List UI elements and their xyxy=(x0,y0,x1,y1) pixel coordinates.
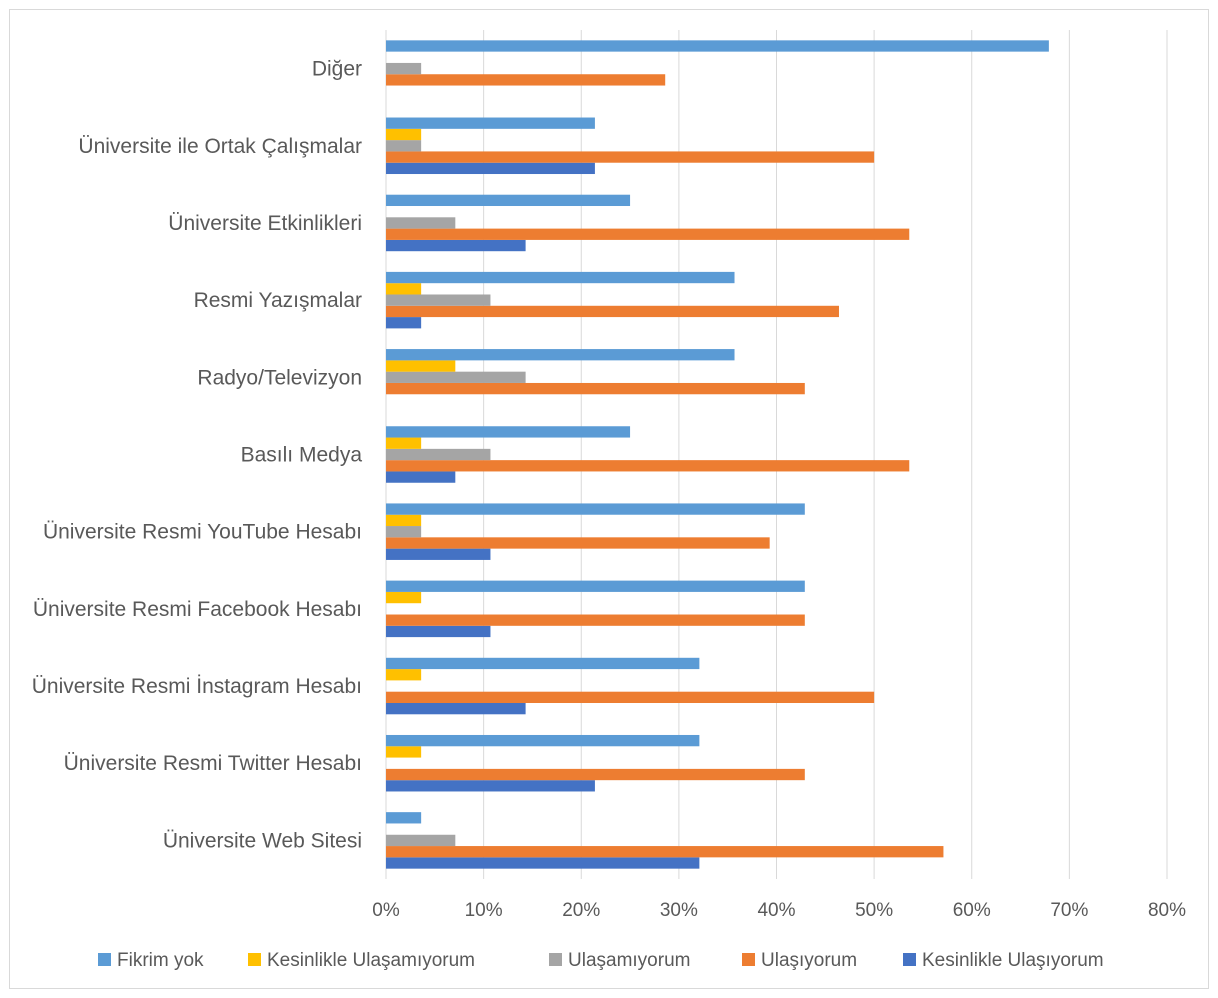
bar xyxy=(386,746,422,758)
legend-swatch xyxy=(742,953,755,966)
legend-item: Fikrim yok xyxy=(98,950,204,971)
legend-label: Fikrim yok xyxy=(117,950,204,971)
bar xyxy=(386,162,595,175)
bar xyxy=(386,471,456,483)
chart-container: Üniversite Web Sitesi Üniversite Resmi Tw… xyxy=(9,9,1209,989)
bar xyxy=(386,217,456,229)
bar xyxy=(386,382,805,395)
x-tick-label: 50% xyxy=(855,900,893,921)
category-label: Üniversite Resmi İnstagram Hesabı xyxy=(32,675,362,698)
bar xyxy=(386,812,422,824)
bars xyxy=(386,40,1049,869)
category-label: Üniversite Resmi Facebook Hesabı xyxy=(33,598,362,621)
bar xyxy=(386,548,491,560)
category-label: Üniversite Resmi YouTube Hesabı xyxy=(43,521,362,544)
bar xyxy=(386,514,422,527)
category-label: Üniversite ile Ortak Çalışmalar xyxy=(78,135,362,158)
bar xyxy=(386,580,805,592)
x-tick-label: 40% xyxy=(757,900,795,921)
category-label: Radyo/Televizyon xyxy=(197,366,362,389)
bar xyxy=(386,448,491,461)
bar xyxy=(386,283,422,295)
bar xyxy=(386,128,422,141)
x-tick-label: 0% xyxy=(372,900,400,921)
bar xyxy=(386,317,422,329)
bar xyxy=(386,702,526,715)
bar xyxy=(386,62,422,75)
bar xyxy=(386,591,422,604)
legend: Fikrim yok Kesinlikle Ulaşamıyorum Ulaşamı… xyxy=(98,950,1104,971)
x-tick-label: 10% xyxy=(465,900,503,921)
legend-swatch xyxy=(903,953,916,966)
bar xyxy=(386,294,491,306)
bar-chart: Üniversite Web Sitesi Üniversite Resmi Tw… xyxy=(32,30,1186,971)
bar xyxy=(386,537,770,549)
category-label: Diğer xyxy=(312,58,362,81)
bar xyxy=(386,305,839,318)
bar xyxy=(386,657,700,670)
legend-swatch xyxy=(98,953,111,966)
bar xyxy=(386,151,875,163)
bar xyxy=(386,349,735,361)
bar xyxy=(386,437,422,449)
legend-item: Ulaşıyorum xyxy=(742,950,857,971)
bar xyxy=(386,526,422,538)
x-tick-label: 20% xyxy=(562,900,600,921)
bar xyxy=(386,239,526,252)
bar xyxy=(386,426,631,438)
x-tick-label: 70% xyxy=(1050,900,1088,921)
bar xyxy=(386,625,491,638)
bar xyxy=(386,857,700,869)
legend-item: Ulaşamıyorum xyxy=(549,950,690,971)
bar xyxy=(386,117,595,129)
bar xyxy=(386,503,805,515)
x-tick-label: 80% xyxy=(1148,900,1186,921)
category-label: Üniversite Web Sitesi xyxy=(163,829,362,852)
x-tick-label: 60% xyxy=(953,900,991,921)
category-label: Basılı Medya xyxy=(241,444,363,467)
bar xyxy=(386,40,1049,52)
bar xyxy=(386,834,456,847)
x-tick-label: 30% xyxy=(660,900,698,921)
bar xyxy=(386,614,805,626)
legend-item: Kesinlikle Ulaşamıyorum xyxy=(248,950,475,971)
bar xyxy=(386,228,910,240)
category-labels: Üniversite Web Sitesi Üniversite Resmi Tw… xyxy=(32,58,363,853)
bar xyxy=(386,846,944,858)
bar xyxy=(386,669,422,681)
bar xyxy=(386,371,526,383)
bar xyxy=(386,780,595,792)
category-label: Resmi Yazışmalar xyxy=(194,289,362,312)
category-label: Üniversite Etkinlikleri xyxy=(168,212,362,235)
bar xyxy=(386,460,910,472)
bar xyxy=(386,194,631,207)
bar xyxy=(386,74,666,86)
bar xyxy=(386,768,805,781)
bar xyxy=(386,734,700,747)
legend-label: Ulaşamıyorum xyxy=(568,950,690,971)
category-label: Üniversite Resmi Twitter Hesabı xyxy=(64,752,362,775)
bar xyxy=(386,271,735,284)
legend-label: Kesinlikle Ulaşıyorum xyxy=(922,950,1104,971)
legend-label: Ulaşıyorum xyxy=(761,950,857,971)
bar xyxy=(386,691,875,703)
legend-swatch xyxy=(549,953,562,966)
legend-label: Kesinlikle Ulaşamıyorum xyxy=(267,950,475,971)
bar xyxy=(386,360,456,372)
x-tick-labels: 0% 10% 20% 30% 40% 50% 60% 70% 80% xyxy=(372,900,1186,921)
legend-item: Kesinlikle Ulaşıyorum xyxy=(903,950,1104,971)
legend-swatch xyxy=(248,953,261,966)
bar xyxy=(386,140,422,152)
